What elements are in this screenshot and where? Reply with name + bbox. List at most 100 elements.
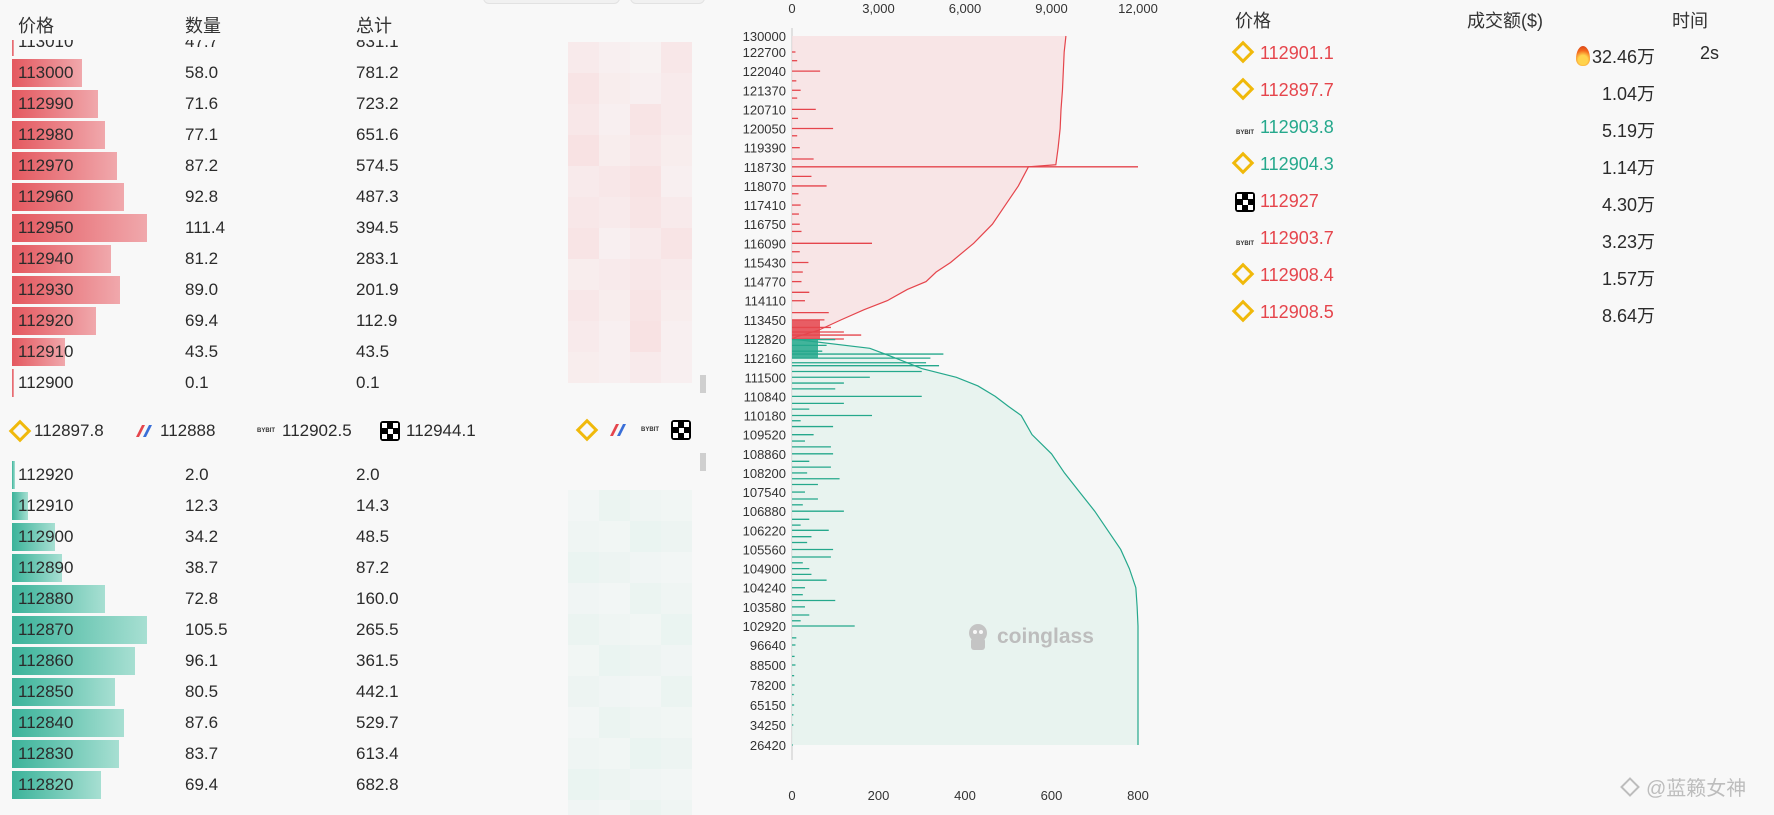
exchange-price-bybit[interactable]: BYBIT 112902.5 (256, 421, 352, 441)
price-tick-label: 108860 (743, 447, 786, 462)
price-column-header[interactable]: 价格 (18, 16, 54, 36)
price-tick-label: 122040 (743, 64, 786, 79)
bitmex-icon (136, 425, 152, 437)
trade-amount: 8.64万 (1602, 302, 1655, 328)
bid-depth-bar (12, 678, 115, 706)
binance-filter[interactable] (574, 417, 600, 443)
bid-row[interactable]: 112830 83.7 613.4 (0, 738, 710, 768)
heatmap-cell (661, 352, 692, 383)
ask-row[interactable]: 112970 87.2 574.5 (0, 150, 710, 180)
trade-amount-value: 8.64万 (1601, 306, 1655, 326)
bid-row[interactable]: 112910 12.3 14.3 (0, 490, 710, 520)
exchange-price: 112888 (160, 421, 216, 440)
bid-dense-levels (792, 339, 818, 359)
heatmap-cell (599, 321, 630, 352)
trade-row[interactable]: 112904.3 1.14万 (1225, 149, 1745, 179)
tab-button[interactable] (630, 0, 705, 4)
heatmap-cell (630, 552, 661, 583)
bid-row[interactable]: 112920 2.0 2.0 (0, 459, 710, 489)
ask-amount: 58.0 (185, 63, 219, 82)
trade-row[interactable]: 112897.7 1.04万 (1225, 75, 1745, 105)
trade-amount-value: 32.46万 (1591, 47, 1655, 67)
bybit-filter[interactable]: BYBIT (637, 417, 663, 443)
tab-button[interactable] (483, 0, 620, 4)
heatmap-cell (661, 552, 692, 583)
heatmap-cell (568, 707, 599, 738)
bitmex-filter[interactable] (605, 417, 631, 443)
ask-row[interactable]: 112920 69.4 112.9 (0, 305, 710, 335)
ask-price: 112970 (18, 156, 74, 175)
ask-row[interactable]: 112940 81.2 283.1 (0, 243, 710, 273)
top-axis-tick-label: 0 (788, 1, 795, 16)
bid-row[interactable]: 112860 96.1 361.5 (0, 645, 710, 675)
exchange-price-okx[interactable]: 112944.1 (380, 421, 476, 441)
bid-row[interactable]: 112880 72.8 160.0 (0, 583, 710, 613)
bid-amount: 87.6 (185, 713, 219, 732)
amount-column-header[interactable]: 数量 (185, 16, 221, 36)
bid-amount: 12.3 (185, 496, 219, 515)
heatmap-cell (599, 197, 630, 228)
heatmap-cell (661, 135, 692, 166)
scroll-indicator[interactable] (700, 453, 706, 471)
ask-row[interactable]: 112910 43.5 43.5 (0, 336, 710, 366)
bid-depth-bar (12, 616, 147, 644)
trade-row[interactable]: 112908.5 8.64万 (1225, 297, 1745, 327)
recent-trades: 价格 成交额($) 时间 112901.1 32.46万 2s 112897.7 1.0… (1225, 0, 1745, 340)
trade-time-header: 时间 (1672, 11, 1708, 31)
ask-total: 781.2 (356, 63, 399, 82)
ask-row[interactable]: 112990 71.6 723.2 (0, 88, 710, 118)
heatmap-cell (568, 197, 599, 228)
bid-row[interactable]: 112890 38.7 87.2 (0, 552, 710, 582)
bybit-icon: BYBIT (1236, 130, 1254, 136)
ask-row[interactable]: 112900 0.1 0.1 (0, 367, 710, 397)
depth-chart[interactable]: 130000 122700 122040 121370 120710 120050 1193… (720, 0, 1190, 815)
trade-amount: 1.04万 (1602, 80, 1655, 106)
ask-row[interactable]: 112950 111.4 394.5 (0, 212, 710, 242)
ask-row[interactable]: 112960 92.8 487.3 (0, 181, 710, 211)
trade-row[interactable]: 112901.1 32.46万 2s (1225, 38, 1745, 68)
bid-row[interactable]: 112820 69.4 682.8 (0, 769, 710, 799)
heatmap-cell (661, 800, 692, 815)
ask-list: 113010 47.7 831.1 113000 58.0 781.2 112990 71.6… (0, 40, 710, 410)
ask-price: 112930 (18, 280, 74, 299)
ask-price: 112900 (18, 373, 74, 392)
heatmap-cell (630, 73, 661, 104)
trade-row[interactable]: BYBIT 112903.8 5.19万 (1225, 112, 1745, 142)
bottom-axis-tick-label: 0 (788, 788, 795, 803)
bid-price: 112820 (18, 775, 74, 794)
ask-amount: 77.1 (185, 125, 219, 144)
bid-price: 112910 (18, 496, 74, 515)
trade-amount-header: 成交额($) (1467, 11, 1543, 31)
trade-row[interactable]: 112927 4.30万 (1225, 186, 1745, 216)
heatmap-cell (630, 42, 661, 73)
trade-row[interactable]: 112908.4 1.57万 (1225, 260, 1745, 290)
heatmap-cell (630, 135, 661, 166)
trade-row[interactable]: BYBIT 112903.7 3.23万 (1225, 223, 1745, 253)
okx-filter[interactable] (668, 417, 694, 443)
total-column-header[interactable]: 总计 (356, 16, 392, 36)
heatmap-cell (661, 707, 692, 738)
trade-amount-value: 3.23万 (1601, 232, 1655, 252)
binance-icon (575, 418, 599, 442)
ask-amount: 92.8 (185, 187, 219, 206)
exchange-price-binance[interactable]: 112897.8 (8, 419, 104, 443)
bid-price: 112850 (18, 682, 74, 701)
bid-amount: 96.1 (185, 651, 219, 670)
ask-row[interactable]: 112980 77.1 651.6 (0, 119, 710, 149)
ask-row[interactable]: 112930 89.0 201.9 (0, 274, 710, 304)
bid-row[interactable]: 112900 34.2 48.5 (0, 521, 710, 551)
bid-row[interactable]: 112840 87.6 529.7 (0, 707, 710, 737)
bid-depth-area (792, 339, 1138, 745)
exchange-price-bitmex[interactable]: 112888 (134, 421, 215, 441)
ask-row[interactable]: 113010 47.7 831.1 (0, 40, 710, 56)
bid-row[interactable]: 112850 80.5 442.1 (0, 676, 710, 706)
ask-row[interactable]: 113000 58.0 781.2 (0, 57, 710, 87)
bid-list: 112920 2.0 2.0 112910 12.3 14.3 112900 34.2 48.5… (0, 452, 710, 815)
trade-amount-value: 1.04万 (1601, 84, 1655, 104)
okx-icon (1235, 192, 1255, 212)
ask-price: 113010 (18, 40, 74, 51)
heatmap-cell (630, 490, 661, 521)
bid-row[interactable]: 112870 105.5 265.5 (0, 614, 710, 644)
scroll-indicator[interactable] (700, 375, 706, 393)
